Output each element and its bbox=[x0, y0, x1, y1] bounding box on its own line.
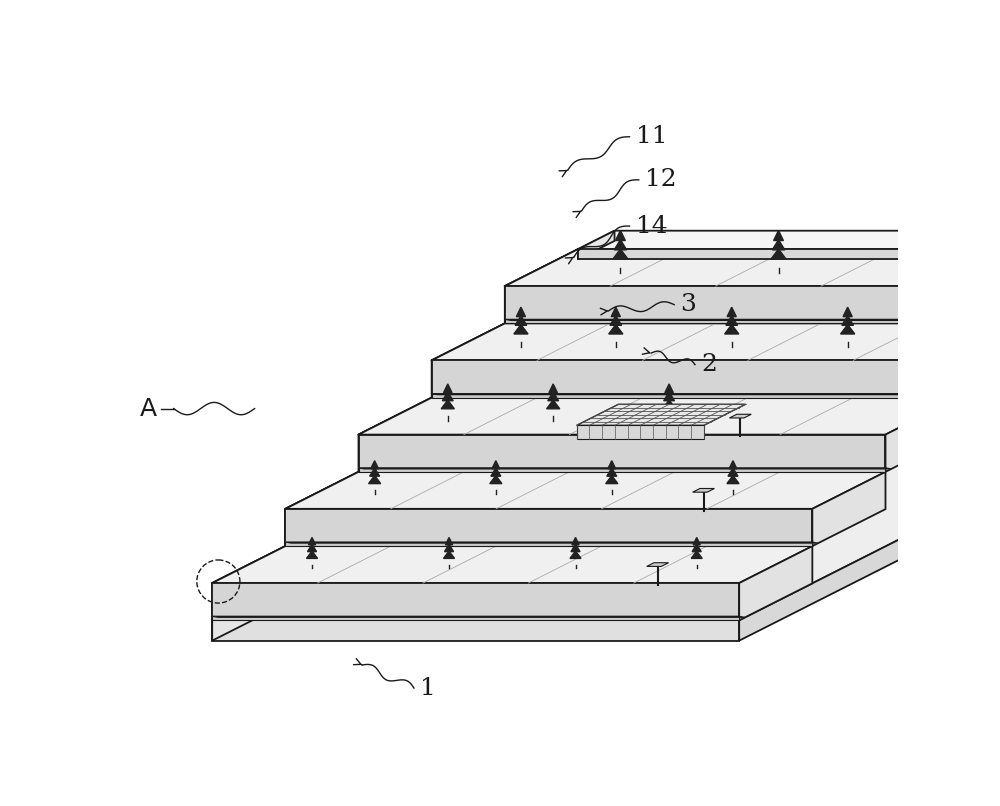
Polygon shape bbox=[285, 542, 812, 546]
Polygon shape bbox=[505, 286, 1000, 323]
Polygon shape bbox=[212, 435, 1000, 621]
Polygon shape bbox=[212, 617, 739, 621]
Polygon shape bbox=[664, 392, 675, 401]
Polygon shape bbox=[578, 435, 1000, 456]
Polygon shape bbox=[692, 544, 701, 551]
Polygon shape bbox=[771, 249, 786, 260]
Polygon shape bbox=[613, 249, 628, 260]
Polygon shape bbox=[358, 467, 885, 472]
Polygon shape bbox=[444, 384, 452, 393]
Polygon shape bbox=[432, 360, 959, 397]
Polygon shape bbox=[445, 538, 453, 545]
Polygon shape bbox=[505, 319, 1000, 321]
Polygon shape bbox=[578, 231, 615, 260]
Polygon shape bbox=[549, 384, 557, 393]
Polygon shape bbox=[358, 434, 885, 472]
Polygon shape bbox=[432, 323, 1000, 360]
Polygon shape bbox=[841, 325, 855, 334]
Polygon shape bbox=[369, 476, 381, 484]
Polygon shape bbox=[693, 488, 714, 492]
Polygon shape bbox=[212, 249, 578, 621]
Polygon shape bbox=[358, 397, 959, 434]
Text: 14: 14 bbox=[636, 214, 667, 238]
Polygon shape bbox=[548, 392, 559, 401]
Polygon shape bbox=[505, 319, 1000, 323]
Polygon shape bbox=[444, 544, 454, 551]
Polygon shape bbox=[491, 468, 501, 476]
Text: 11: 11 bbox=[636, 125, 667, 148]
Polygon shape bbox=[609, 325, 623, 334]
Polygon shape bbox=[572, 538, 579, 545]
Polygon shape bbox=[739, 546, 812, 621]
Polygon shape bbox=[608, 461, 616, 469]
Polygon shape bbox=[371, 461, 379, 469]
Polygon shape bbox=[442, 392, 453, 401]
Polygon shape bbox=[443, 551, 455, 559]
Polygon shape bbox=[606, 476, 618, 484]
Polygon shape bbox=[577, 426, 704, 439]
Polygon shape bbox=[665, 384, 673, 393]
Polygon shape bbox=[212, 435, 578, 641]
Polygon shape bbox=[959, 323, 1000, 397]
Text: 1: 1 bbox=[420, 676, 436, 700]
Polygon shape bbox=[729, 461, 737, 469]
Polygon shape bbox=[505, 249, 1000, 286]
Polygon shape bbox=[726, 316, 738, 326]
Polygon shape bbox=[774, 231, 783, 240]
Polygon shape bbox=[490, 476, 502, 484]
Polygon shape bbox=[516, 307, 526, 317]
Polygon shape bbox=[306, 551, 318, 559]
Polygon shape bbox=[843, 307, 852, 317]
Polygon shape bbox=[842, 316, 853, 326]
Polygon shape bbox=[611, 307, 620, 317]
Polygon shape bbox=[514, 325, 528, 334]
Polygon shape bbox=[212, 583, 739, 621]
Polygon shape bbox=[772, 239, 785, 250]
Text: 3: 3 bbox=[680, 293, 696, 316]
Polygon shape bbox=[285, 472, 885, 509]
Polygon shape bbox=[728, 468, 738, 476]
Polygon shape bbox=[577, 405, 746, 426]
Polygon shape bbox=[693, 538, 700, 545]
Polygon shape bbox=[571, 544, 580, 551]
Polygon shape bbox=[691, 551, 702, 559]
Polygon shape bbox=[285, 509, 812, 546]
Polygon shape bbox=[727, 307, 736, 317]
Polygon shape bbox=[725, 325, 739, 334]
Polygon shape bbox=[812, 472, 885, 546]
Polygon shape bbox=[432, 393, 964, 395]
Polygon shape bbox=[739, 435, 1000, 641]
Polygon shape bbox=[547, 400, 560, 409]
Polygon shape bbox=[578, 249, 1000, 260]
Polygon shape bbox=[885, 397, 959, 472]
Polygon shape bbox=[570, 551, 581, 559]
Polygon shape bbox=[616, 231, 625, 240]
Polygon shape bbox=[614, 239, 627, 250]
Text: A: A bbox=[140, 397, 157, 421]
Polygon shape bbox=[212, 546, 812, 583]
Polygon shape bbox=[441, 400, 454, 409]
Polygon shape bbox=[729, 414, 751, 418]
Polygon shape bbox=[515, 316, 527, 326]
Polygon shape bbox=[212, 621, 739, 641]
Polygon shape bbox=[432, 393, 959, 397]
Polygon shape bbox=[285, 542, 818, 543]
Polygon shape bbox=[308, 538, 316, 545]
Polygon shape bbox=[370, 468, 380, 476]
Polygon shape bbox=[307, 544, 317, 551]
Text: 12: 12 bbox=[645, 168, 677, 191]
Polygon shape bbox=[610, 316, 622, 326]
Polygon shape bbox=[492, 461, 500, 469]
Polygon shape bbox=[663, 400, 676, 409]
Polygon shape bbox=[727, 476, 739, 484]
Polygon shape bbox=[358, 467, 891, 469]
Polygon shape bbox=[607, 468, 617, 476]
Polygon shape bbox=[578, 231, 1000, 249]
Polygon shape bbox=[647, 563, 669, 567]
Text: 2: 2 bbox=[701, 353, 717, 376]
